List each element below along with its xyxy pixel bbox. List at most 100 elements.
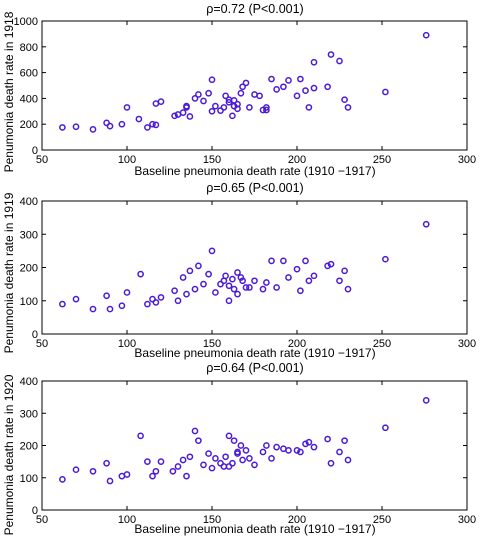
data-point bbox=[103, 292, 110, 300]
data-point bbox=[208, 107, 216, 115]
data-point bbox=[239, 277, 246, 285]
data-point bbox=[72, 295, 80, 303]
data-point bbox=[208, 76, 216, 84]
data-point bbox=[344, 104, 352, 111]
data-point bbox=[382, 424, 389, 432]
data-point bbox=[123, 289, 131, 296]
data-point bbox=[171, 112, 178, 120]
x-tick-label: 50 bbox=[36, 154, 48, 166]
data-point bbox=[302, 257, 309, 265]
data-point bbox=[263, 106, 270, 114]
data-point bbox=[327, 260, 335, 268]
data-point bbox=[149, 295, 156, 303]
data-point bbox=[310, 272, 318, 280]
data-point bbox=[212, 289, 219, 296]
data-point bbox=[234, 448, 241, 456]
data-point bbox=[310, 58, 318, 66]
plot-frame bbox=[41, 380, 468, 511]
data-point bbox=[106, 477, 114, 485]
y-tick-label: 800 bbox=[20, 42, 38, 54]
data-point bbox=[137, 270, 144, 278]
data-point bbox=[89, 467, 97, 475]
x-tick-label: 150 bbox=[203, 154, 221, 166]
data-point bbox=[305, 438, 313, 446]
data-point bbox=[174, 297, 182, 305]
data-point bbox=[234, 290, 241, 298]
data-point bbox=[422, 220, 430, 228]
y-tick-label: 300 bbox=[20, 408, 38, 420]
data-point bbox=[297, 448, 304, 456]
x-tick-label: 300 bbox=[458, 338, 476, 350]
data-point bbox=[171, 287, 178, 295]
data-point bbox=[285, 76, 292, 84]
data-point bbox=[229, 275, 236, 283]
data-point bbox=[344, 456, 352, 464]
data-point bbox=[422, 397, 430, 404]
data-point bbox=[263, 104, 270, 111]
y-axis-label-1918: Penumonia death rate in 1918 bbox=[2, 11, 16, 172]
data-point bbox=[72, 466, 80, 474]
data-point bbox=[305, 104, 313, 111]
data-point bbox=[59, 124, 66, 131]
data-point bbox=[324, 262, 331, 270]
data-point bbox=[152, 299, 160, 306]
panel-1919: ρ=0.65 (P<0.001) Penumonia death rate in… bbox=[2, 181, 476, 360]
data-point bbox=[310, 443, 318, 451]
x-tick-label: 200 bbox=[288, 514, 306, 526]
data-point bbox=[293, 92, 301, 100]
plot-area-1919: 50 100 150 200 250 300 0 100 200 300 400 bbox=[20, 196, 477, 350]
data-point bbox=[144, 124, 151, 131]
data-point bbox=[200, 97, 207, 105]
data-point bbox=[144, 458, 151, 465]
data-point bbox=[242, 446, 250, 454]
data-point bbox=[157, 458, 165, 465]
panel-1920: ρ=0.64 (P<0.001) Penumonia death rate in… bbox=[2, 361, 476, 536]
data-point bbox=[179, 274, 187, 281]
y-tick-label: 0 bbox=[32, 505, 38, 517]
data-point bbox=[123, 471, 131, 478]
plot-area-1920: 50 100 150 200 250 300 0 100 200 300 400 bbox=[20, 376, 477, 526]
data-point bbox=[263, 442, 270, 449]
plot-area-1918: 50 100 150 200 250 300 0 200 400 600 800 1000 bbox=[14, 16, 477, 166]
data-point bbox=[285, 446, 292, 454]
data-point bbox=[89, 126, 97, 133]
data-point bbox=[205, 270, 212, 278]
data-point bbox=[195, 437, 202, 445]
data-point bbox=[200, 280, 207, 288]
y-tick-label: 400 bbox=[20, 196, 38, 208]
x-axis-label-1918: Baseline pneumonia death rate (1910 −191… bbox=[134, 164, 375, 178]
data-point bbox=[382, 88, 389, 96]
data-point bbox=[225, 282, 233, 290]
data-point bbox=[183, 472, 190, 480]
data-point bbox=[179, 109, 187, 116]
data-point bbox=[59, 476, 66, 483]
data-point bbox=[259, 448, 267, 456]
data-point bbox=[200, 461, 207, 469]
data-point bbox=[341, 437, 348, 445]
data-point bbox=[246, 455, 253, 462]
y-axis-label-1919: Penumonia death rate in 1919 bbox=[2, 192, 16, 353]
data-point bbox=[229, 459, 236, 467]
data-point bbox=[191, 427, 199, 435]
data-point bbox=[324, 83, 331, 91]
data-point bbox=[183, 104, 190, 111]
data-point bbox=[225, 432, 233, 440]
data-point bbox=[212, 102, 219, 110]
data-point bbox=[149, 120, 156, 128]
chart-title-1919: ρ=0.65 (P<0.001) bbox=[206, 181, 303, 195]
data-point bbox=[422, 31, 430, 39]
data-point bbox=[251, 277, 258, 285]
data-point bbox=[256, 92, 263, 100]
data-point bbox=[341, 96, 348, 104]
data-point bbox=[273, 284, 280, 291]
y-tick-label: 200 bbox=[20, 441, 38, 453]
x-tick-label: 100 bbox=[118, 154, 136, 166]
data-point bbox=[297, 287, 304, 295]
data-point bbox=[89, 305, 97, 313]
data-point bbox=[268, 257, 275, 265]
x-tick-label: 50 bbox=[36, 338, 48, 350]
data-point bbox=[237, 442, 245, 449]
data-point bbox=[212, 455, 219, 462]
data-point bbox=[324, 435, 331, 443]
